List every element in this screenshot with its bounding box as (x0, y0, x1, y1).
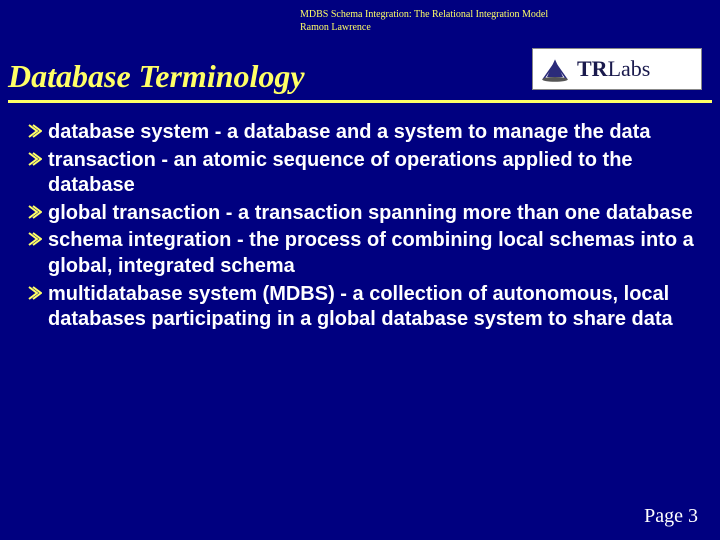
header-meta: MDBS Schema Integration: The Relational … (300, 8, 548, 34)
arrow-bullet-icon (28, 205, 42, 219)
definition: - a database and a system to manage the … (209, 121, 650, 143)
trlabs-logo-text: TRLabs (577, 56, 650, 82)
logo-text-bold: TR (577, 56, 608, 81)
list-item: global transaction - a transaction spann… (28, 201, 696, 227)
term: database system (48, 121, 209, 143)
arrow-bullet-icon (28, 286, 42, 300)
meta-line-1: MDBS Schema Integration: The Relational … (300, 8, 548, 21)
list-item: transaction - an atomic sequence of oper… (28, 148, 696, 199)
term: multidatabase system (MDBS) (48, 283, 335, 305)
arrow-bullet-icon (28, 232, 42, 246)
list-item: database system - a database and a syste… (28, 120, 696, 146)
term: transaction (48, 149, 156, 171)
term: schema integration (48, 229, 231, 251)
title-underline (8, 100, 712, 103)
logo-text-rest: Labs (608, 56, 651, 81)
term: global transaction (48, 202, 220, 224)
arrow-bullet-icon (28, 124, 42, 138)
trlabs-logo: TRLabs (532, 48, 702, 90)
list-item: multidatabase system (MDBS) - a collecti… (28, 282, 696, 333)
trlabs-logo-icon (539, 53, 571, 85)
content-area: database system - a database and a syste… (28, 120, 696, 335)
meta-line-2: Ramon Lawrence (300, 21, 548, 34)
arrow-bullet-icon (28, 152, 42, 166)
page-title: Database Terminology (8, 58, 305, 95)
list-item: schema integration - the process of comb… (28, 228, 696, 279)
page-number: Page 3 (644, 505, 698, 528)
definition: - a transaction spanning more than one d… (220, 202, 692, 224)
